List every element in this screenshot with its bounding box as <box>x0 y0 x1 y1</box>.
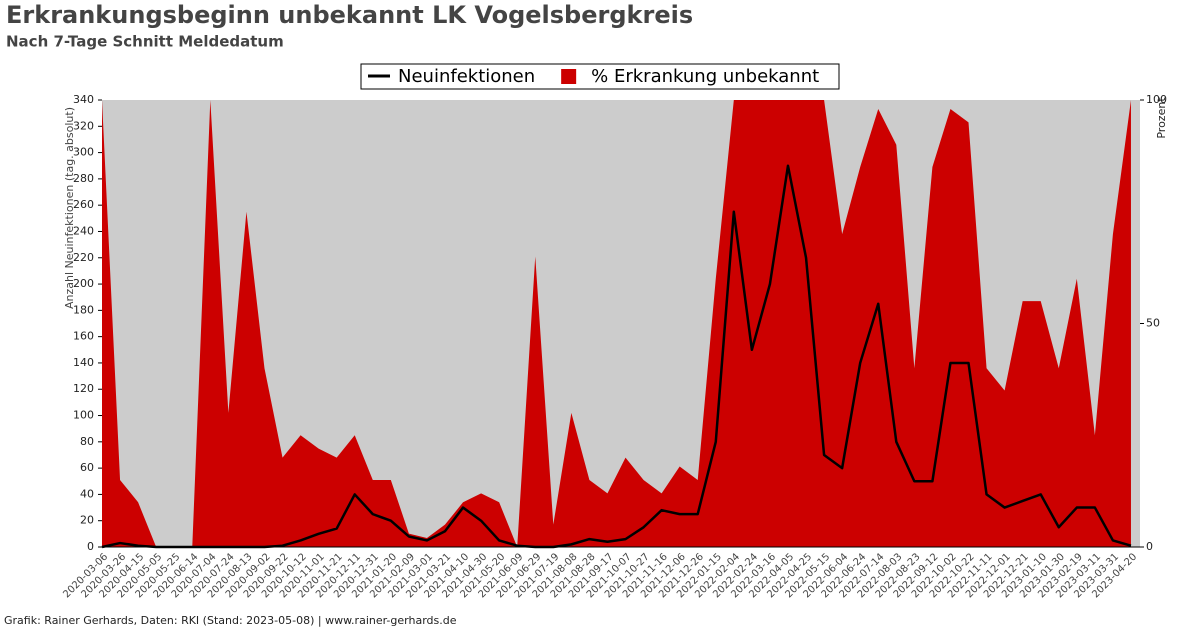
chart-title: Erkrankungsbeginn unbekannt LK Vogelsber… <box>6 1 693 29</box>
y-axis-title: Anzahl Neuinfektionen (tag. absolut) <box>63 107 76 309</box>
footer: Grafik: Rainer Gerhards, Daten: RKI (Sta… <box>4 614 457 627</box>
y-tick-label: 340 <box>73 93 94 106</box>
y-tick-label: 280 <box>73 172 94 185</box>
legend: Neuinfektionen % Erkrankung unbekannt <box>360 63 840 90</box>
legend-label: Neuinfektionen <box>398 66 535 87</box>
area <box>102 100 1131 547</box>
y2-tick-label: 100 <box>1146 93 1167 106</box>
y-tick-label: 240 <box>73 224 94 237</box>
y-tick-label: 180 <box>73 303 94 316</box>
y-tick-label: 60 <box>80 461 94 474</box>
legend-label: % Erkrankung unbekannt <box>591 66 819 87</box>
legend-swatch <box>561 69 577 84</box>
y-tick-label: 120 <box>73 382 94 395</box>
y-tick-label: 260 <box>73 198 94 211</box>
y-tick-label: 160 <box>73 330 94 343</box>
y-tick-label: 100 <box>73 409 94 422</box>
y-tick-label: 40 <box>80 487 94 500</box>
y-tick-label: 200 <box>73 277 94 290</box>
y-tick-label: 320 <box>73 119 94 132</box>
line <box>101 164 1132 549</box>
y-tick-label: 80 <box>80 435 94 448</box>
y2-tick-label: 50 <box>1146 317 1160 330</box>
y-tick-label: 20 <box>80 514 94 527</box>
y-tick-label: 0 <box>87 540 94 553</box>
chart-subtitle: Nach 7-Tage Schnitt Meldedatum <box>6 33 284 51</box>
y2-axis-title: Prozent <box>1155 97 1168 139</box>
y-tick-label: 220 <box>73 251 94 264</box>
y2-tick-label: 0 <box>1146 540 1153 553</box>
y-tick-label: 300 <box>73 146 94 159</box>
y-tick-label: 140 <box>73 356 94 369</box>
legend-box <box>360 63 840 90</box>
